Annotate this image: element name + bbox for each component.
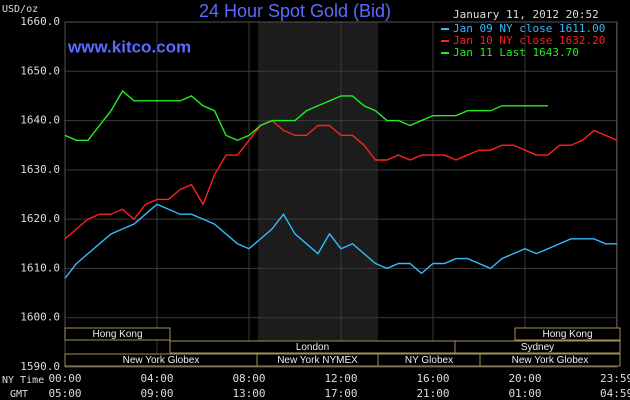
x-tick-label-gmt: 04:59	[600, 387, 630, 400]
chart-title: 24 Hour Spot Gold (Bid)	[199, 1, 391, 21]
y-tick-label: 1590.0	[20, 360, 60, 373]
session-label: New York NYMEX	[277, 355, 358, 366]
x-tick-label: 08:00	[232, 372, 265, 385]
session-box	[64, 327, 171, 341]
legend-label: Jan 10 NY close 1632.20	[453, 34, 605, 47]
series-line	[64, 89, 548, 142]
session-label: Hong Kong	[92, 329, 142, 340]
x-tick-label: 16:00	[416, 372, 449, 385]
y-tick-label: 1660.0	[20, 15, 60, 28]
legend-label: Jan 11 Last 1643.70	[453, 46, 579, 59]
series-line	[64, 203, 617, 279]
session-label: Hong Kong	[542, 329, 592, 340]
y-tick-label: 1620.0	[20, 212, 60, 225]
x-tick-label-gmt: 21:00	[416, 387, 449, 400]
y-tick-label: 1630.0	[20, 163, 60, 176]
session-box	[514, 327, 621, 341]
y-tick-label: 1600.0	[20, 311, 60, 324]
x-tick-label: 00:00	[48, 372, 81, 385]
legend-label: Jan 09 NY close 1611.00	[453, 22, 605, 35]
x-tick-label-gmt: 05:00	[48, 387, 81, 400]
source: www.kitco.com	[67, 37, 191, 56]
x-tick-label: 04:00	[140, 372, 173, 385]
x-tick-label: 23:59	[600, 372, 630, 385]
session-box	[479, 353, 621, 367]
x-tick-label-gmt: 09:00	[140, 387, 173, 400]
x-tick-label-gmt: 01:00	[508, 387, 541, 400]
x-tick-label: 20:00	[508, 372, 541, 385]
session-label: London	[296, 342, 329, 353]
plot-frame	[64, 21, 618, 368]
y-tick-label: 1650.0	[20, 64, 60, 77]
x-row-label: NY Time	[2, 375, 44, 386]
session-label: New York Globex	[512, 355, 589, 366]
session-box	[454, 340, 621, 354]
timestamp: January 11, 2012 20:52	[453, 8, 599, 21]
y-label: USD/oz	[2, 4, 38, 15]
session-label: Sydney	[521, 342, 554, 353]
y-tick-label: 1640.0	[20, 114, 60, 127]
x-tick-label-gmt: 17:00	[324, 387, 357, 400]
session-label: New York Globex	[123, 355, 200, 366]
x-tick-label-gmt: 13:00	[232, 387, 265, 400]
session-label: NY Globex	[405, 355, 453, 366]
y-tick-label: 1610.0	[20, 261, 60, 274]
x-row-label: GMT	[10, 389, 28, 400]
series-line	[64, 119, 618, 240]
nymex-shade	[258, 22, 378, 367]
x-tick-label: 12:00	[324, 372, 357, 385]
